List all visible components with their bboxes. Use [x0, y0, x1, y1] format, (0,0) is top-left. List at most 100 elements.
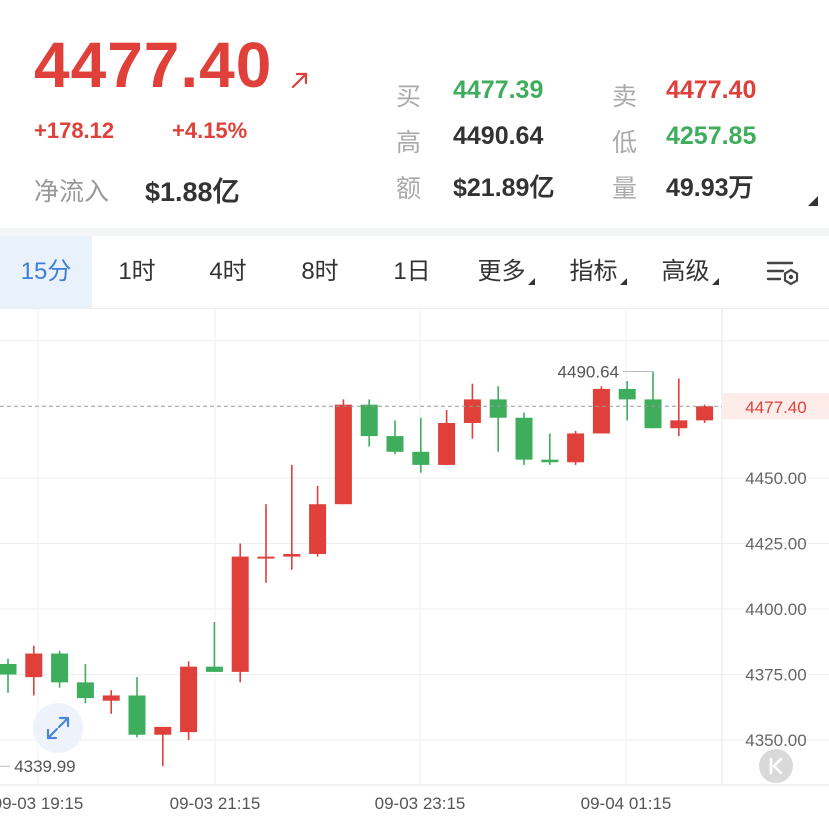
- candle-body: [128, 695, 146, 735]
- candle-body: [102, 695, 120, 701]
- chart-grid: [0, 309, 829, 786]
- x-tick-label: 09-04 01:15: [581, 794, 672, 813]
- bid-value: 4477.39: [453, 76, 544, 104]
- bid-label: 买: [396, 83, 422, 111]
- candle-body: [412, 451, 430, 465]
- candle-body: [0, 664, 17, 675]
- candle: [618, 381, 636, 421]
- candle: [231, 543, 249, 683]
- candle-body: [154, 726, 172, 735]
- candle-body: [644, 399, 662, 429]
- candle-body: [541, 459, 559, 463]
- y-tick-label: 4425.00: [745, 535, 806, 554]
- candle-body: [438, 422, 456, 465]
- tab-15m[interactable]: 15分: [0, 236, 92, 308]
- candlestick-chart[interactable]: 4477.40 4490.64 4339.99 4450.00 4425.00 4400…: [0, 309, 829, 818]
- low-value: 4257.85: [666, 122, 757, 150]
- ask-label: 卖: [612, 83, 638, 111]
- y-tick-label: 4375.00: [745, 666, 806, 685]
- price-change-pct: +4.15%: [172, 118, 248, 143]
- last-price: 4477.40: [34, 29, 273, 101]
- net-inflow-label: 净流入: [34, 178, 110, 206]
- arrow-up-right-icon: [291, 72, 308, 89]
- quote-header: 4477.40 +178.12 +4.15% 净流入 $1.88亿 买 4477…: [0, 0, 829, 228]
- amount-label: 额: [396, 175, 422, 203]
- k-line-button[interactable]: [759, 749, 793, 783]
- candle: [386, 420, 404, 455]
- candle-body: [51, 653, 69, 683]
- candle: [283, 464, 301, 570]
- volume-label: 量: [612, 175, 638, 203]
- low-label: 低: [612, 129, 638, 157]
- dropdown-triangle-icon: [711, 278, 719, 285]
- price-change: +178.12: [34, 118, 115, 143]
- candle-body: [257, 556, 275, 559]
- tab-1d[interactable]: 1日: [393, 258, 431, 285]
- divider-band: [0, 228, 829, 236]
- x-tick-label: 09-03 21:15: [170, 794, 261, 813]
- tab-8h[interactable]: 8时: [301, 258, 339, 285]
- candle-body: [231, 556, 249, 672]
- candles: [0, 371, 714, 767]
- candle-body: [76, 682, 94, 699]
- candle-body: [205, 666, 223, 672]
- candle: [515, 412, 533, 465]
- x-tick-label: 09-03 19:15: [0, 794, 83, 813]
- y-tick-label: 4450.00: [745, 469, 806, 488]
- y-tick-label: 4350.00: [745, 731, 806, 750]
- x-tick-label: 09-03 23:15: [375, 794, 466, 813]
- candle: [51, 650, 69, 688]
- volume-value: 49.93万: [666, 174, 754, 202]
- candle: [463, 383, 481, 439]
- tab-1h[interactable]: 1时: [118, 258, 156, 285]
- candle: [541, 433, 559, 465]
- candle: [309, 485, 327, 557]
- candle: [205, 622, 223, 672]
- dropdown-triangle-icon: [527, 278, 535, 285]
- candle: [360, 399, 378, 447]
- candle: [412, 417, 430, 473]
- candle-body: [696, 406, 714, 421]
- candle: [25, 645, 43, 696]
- candle: [334, 399, 352, 505]
- high-value: 4490.64: [453, 122, 544, 150]
- candle-body: [283, 553, 301, 557]
- candle-body: [618, 388, 636, 400]
- current-price-label: 4477.40: [745, 398, 806, 417]
- interval-tabs: 15分 1时 4时 8时 1日 更多 指标 高级: [0, 236, 829, 309]
- chart-settings-icon[interactable]: [766, 258, 800, 286]
- candle-body: [386, 436, 404, 452]
- current-price-tag: [723, 393, 829, 420]
- tab-indicators[interactable]: 指标: [552, 236, 644, 308]
- candle: [670, 378, 688, 437]
- x-axis-labels: 09-03 19:15 09-03 21:15 09-03 23:15 09-04 0…: [0, 794, 671, 813]
- ask-value: 4477.40: [666, 76, 757, 104]
- candle-body: [489, 399, 507, 418]
- expand-icon: [46, 716, 70, 740]
- candle: [257, 504, 275, 583]
- k-line-icon: [769, 757, 783, 775]
- high-annotation-label: 4490.64: [558, 363, 619, 382]
- candle: [102, 690, 120, 714]
- net-inflow-value: $1.88亿: [145, 177, 240, 207]
- tab-4h[interactable]: 4时: [209, 258, 247, 285]
- candle-body: [334, 404, 352, 505]
- candle: [592, 386, 610, 434]
- candle: [696, 404, 714, 423]
- candle: [489, 386, 507, 452]
- y-axis-labels: 4450.00 4425.00 4400.00 4375.00 4350.00: [745, 469, 806, 750]
- expand-button[interactable]: [33, 703, 83, 753]
- candle: [644, 371, 662, 429]
- candle-body: [309, 504, 327, 554]
- candle: [567, 430, 585, 465]
- tab-more[interactable]: 更多: [460, 236, 552, 308]
- tab-advanced[interactable]: 高级: [644, 236, 736, 308]
- dropdown-triangle-icon: [619, 278, 627, 285]
- candle-body: [515, 417, 533, 460]
- candle: [438, 409, 456, 465]
- candle-body: [180, 666, 198, 733]
- candle-body: [360, 404, 378, 437]
- candle-body: [463, 399, 481, 423]
- expand-header-corner-icon[interactable]: [808, 196, 818, 206]
- y-tick-label: 4400.00: [745, 600, 806, 619]
